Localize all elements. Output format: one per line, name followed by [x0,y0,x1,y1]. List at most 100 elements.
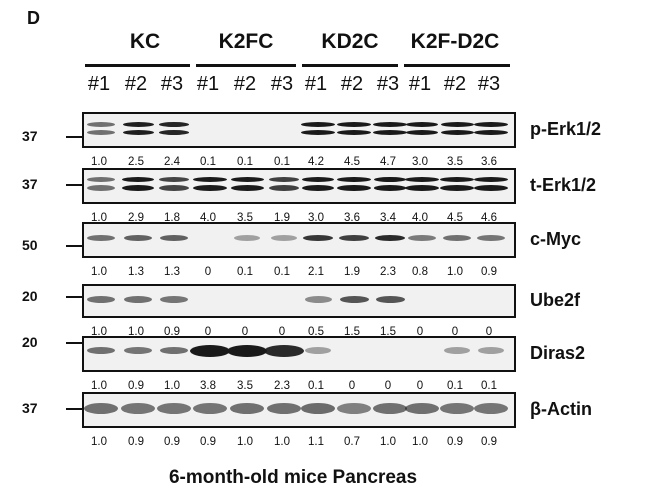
quantification-value: 3.0 [308,212,324,224]
figure-caption: 6-month-old mice Pancreas [168,467,418,488]
group-underline [404,64,510,67]
molecular-weight-marker: 50 [22,237,38,253]
blot-band [301,130,335,136]
quantification-value: 0.9 [164,436,180,448]
group-label-k2fc: K2FC [218,30,274,53]
blot-band [124,347,152,355]
marker-tick [66,296,82,298]
quantification-value: 1.3 [128,266,144,278]
quantification-value: 3.0 [412,156,428,168]
blot-band [440,402,474,414]
quantification-value: 3.4 [380,212,396,224]
quantification-value: 0.9 [128,436,144,448]
marker-tick [66,342,82,344]
quantification-value: 0.1 [274,266,290,278]
blot-band [267,402,301,414]
quantification-value: 2.4 [164,156,180,168]
lane-label: #3 [270,73,294,95]
quantification-value: 1.3 [164,266,180,278]
blot-band [337,122,371,128]
blot-band [233,234,261,241]
quantification-value: 4.0 [412,212,428,224]
blot-band [158,130,190,136]
lane-label: #1 [304,73,328,95]
quantification-value: 1.0 [237,436,253,448]
quantification-value: 1.0 [128,326,144,338]
protein-label: t-Erk1/2 [530,175,597,195]
blot-band [87,176,115,182]
panel-letter: D [27,8,40,28]
quantification-value: 2.3 [380,266,396,278]
quantification-value: 1.0 [91,380,107,392]
blot-band [87,296,115,304]
quantification-value: 1.0 [274,436,290,448]
quantification-value: 1.5 [380,326,396,338]
quantification-value: 0.1 [447,380,463,392]
quantification-value: 0 [451,326,459,338]
group-label-k2f-d2c: K2F-D2C [410,30,500,53]
group-underline [302,64,398,67]
quantification-value: 0.1 [237,266,253,278]
lane-label: #3 [160,73,184,95]
quantification-value: 2.3 [274,380,290,392]
group-label-kd2c: KD2C [321,30,379,53]
blot-band [373,185,407,191]
blot-p-erk1-2 [82,112,516,148]
quantification-value: 0 [384,380,392,392]
group-underline [85,64,190,67]
blot-band [87,122,115,128]
quantification-value: 1.0 [91,326,107,338]
quantification-value: 0.8 [412,266,428,278]
quantification-value: 0 [348,380,356,392]
group-underline [196,64,296,67]
quantification-value: 0.7 [344,436,360,448]
blot-band [157,402,191,414]
quantification-value: 0 [241,326,249,338]
blot-band [477,347,505,355]
blot-band [406,122,438,128]
blot-band [159,176,189,182]
blot-band [373,176,407,182]
protein-label: β-Actin [530,399,592,419]
quantification-value: 3.8 [200,380,216,392]
quantification-value: 4.2 [308,156,324,168]
lane-label: #2 [443,73,467,95]
blot-band [124,296,152,304]
marker-tick [66,408,82,410]
quantification-value: 3.5 [237,380,253,392]
blot-band [339,234,369,241]
blot-band [408,234,436,241]
blot-band [230,176,264,182]
quantification-value: 3.5 [237,212,253,224]
lane-label: #2 [124,73,148,95]
lane-label: #2 [233,73,257,95]
blot-band [302,176,334,182]
blot-band [230,402,264,414]
lane-label: #1 [196,73,220,95]
molecular-weight-marker: 37 [22,176,38,192]
blot--actin [82,392,516,428]
blot-band [373,122,407,128]
blot-band [375,296,405,304]
quantification-value: 0 [416,326,424,338]
blot-band [301,402,335,414]
quantification-value: 0.9 [481,266,497,278]
blot-band [87,347,115,355]
blot-band [304,296,332,304]
quantification-value: 1.1 [308,436,324,448]
blot-band [443,347,471,355]
quantification-value: 0.9 [164,326,180,338]
lane-label: #1 [87,73,111,95]
blot-band [193,402,227,414]
protein-label: Diras2 [530,343,586,363]
quantification-value: 1.0 [447,266,463,278]
protein-label: p-Erk1/2 [530,119,602,139]
blot-band [477,234,505,241]
quantification-value: 0.9 [481,436,497,448]
blot-band [269,176,299,182]
marker-tick [66,136,82,138]
blot-band [474,185,508,191]
quantification-value: 1.0 [380,436,396,448]
blot-band [160,296,188,304]
quantification-value: 2.9 [128,212,144,224]
